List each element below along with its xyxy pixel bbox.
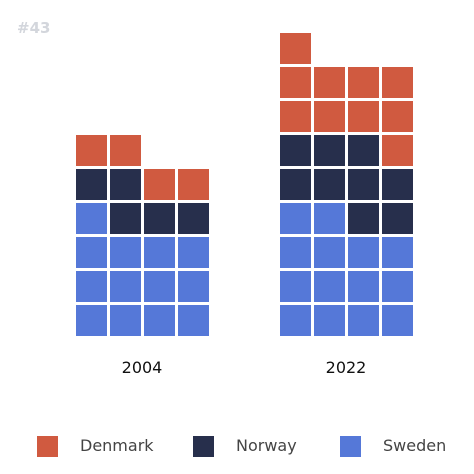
square-sweden-2004-5 (76, 271, 107, 302)
square-denmark-2022-10 (280, 33, 311, 64)
square-norway-2022-1 (348, 203, 379, 234)
square-sweden-2004-4 (178, 305, 209, 336)
square-sweden-2022-11 (348, 237, 379, 268)
square-sweden-2022-14 (314, 203, 345, 234)
square-norway-2004-4 (76, 169, 107, 200)
square-sweden-2022-8 (382, 271, 413, 302)
square-norway-2022-9 (348, 135, 379, 166)
square-norway-2022-3 (280, 169, 311, 200)
square-sweden-2004-8 (178, 271, 209, 302)
square-sweden-2022-9 (280, 237, 311, 268)
square-sweden-2004-3 (144, 305, 175, 336)
square-sweden-2004-6 (110, 271, 141, 302)
square-sweden-2022-13 (280, 203, 311, 234)
square-sweden-2022-5 (280, 271, 311, 302)
square-denmark-2022-1 (382, 135, 413, 166)
square-denmark-2022-8 (348, 67, 379, 98)
square-sweden-2004-13 (76, 203, 107, 234)
square-denmark-2022-4 (348, 101, 379, 132)
square-sweden-2004-10 (110, 237, 141, 268)
legend-swatch-norway (193, 436, 214, 457)
square-denmark-2022-6 (280, 67, 311, 98)
square-sweden-2022-10 (314, 237, 345, 268)
square-sweden-2004-11 (144, 237, 175, 268)
square-sweden-2004-9 (76, 237, 107, 268)
square-sweden-2004-12 (178, 237, 209, 268)
square-denmark-2004-3 (76, 135, 107, 166)
square-denmark-2022-9 (382, 67, 413, 98)
legend-label-sweden: Sweden (383, 436, 447, 455)
square-sweden-2004-7 (144, 271, 175, 302)
square-sweden-2022-4 (382, 305, 413, 336)
square-norway-2004-1 (110, 203, 141, 234)
square-sweden-2004-2 (110, 305, 141, 336)
square-sweden-2004-1 (76, 305, 107, 336)
square-sweden-2022-12 (382, 237, 413, 268)
square-norway-2022-8 (314, 135, 345, 166)
square-sweden-2022-3 (348, 305, 379, 336)
square-norway-2022-5 (348, 169, 379, 200)
year-label-2022: 2022 (325, 358, 367, 377)
square-norway-2004-2 (144, 203, 175, 234)
square-denmark-2022-5 (382, 101, 413, 132)
square-norway-2022-7 (280, 135, 311, 166)
square-norway-2022-2 (382, 203, 413, 234)
chart-id-label: #43 (17, 19, 51, 37)
square-norway-2004-5 (110, 169, 141, 200)
year-label-2004: 2004 (121, 358, 163, 377)
legend-label-denmark: Denmark (80, 436, 154, 455)
square-sweden-2022-1 (280, 305, 311, 336)
legend-label-norway: Norway (236, 436, 297, 455)
square-norway-2004-3 (178, 203, 209, 234)
square-denmark-2022-3 (314, 101, 345, 132)
square-denmark-2004-4 (110, 135, 141, 166)
square-norway-2022-6 (382, 169, 413, 200)
square-sweden-2022-6 (314, 271, 345, 302)
square-norway-2022-4 (314, 169, 345, 200)
square-sweden-2022-7 (348, 271, 379, 302)
legend-swatch-denmark (37, 436, 58, 457)
square-sweden-2022-2 (314, 305, 345, 336)
square-denmark-2004-2 (178, 169, 209, 200)
square-denmark-2004-1 (144, 169, 175, 200)
square-denmark-2022-2 (280, 101, 311, 132)
legend: Denmark Norway Sweden (0, 432, 474, 462)
square-denmark-2022-7 (314, 67, 345, 98)
legend-swatch-sweden (340, 436, 361, 457)
